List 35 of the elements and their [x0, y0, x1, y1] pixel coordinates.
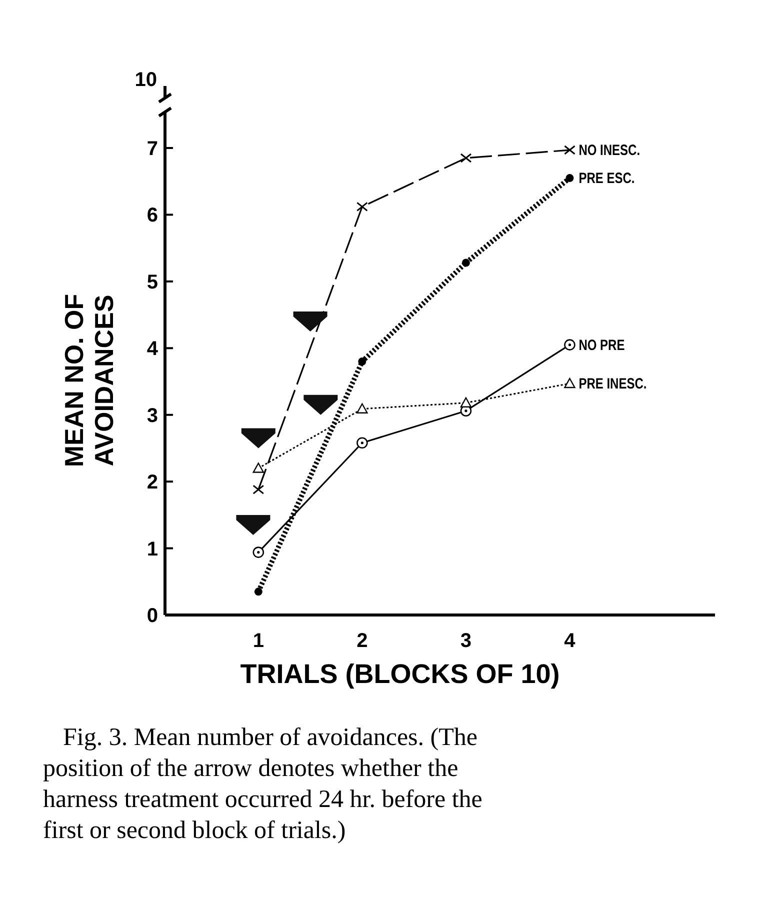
- point: [252, 462, 264, 473]
- point: [462, 258, 470, 267]
- y-axis-title: MEAN NO. OF AVOIDANCES: [59, 294, 119, 468]
- point: [460, 397, 472, 408]
- x-axis-title: TRIALS (BLOCKS OF 10): [240, 659, 560, 689]
- x-tick-label: 2: [356, 630, 368, 652]
- x-tick-label: 4: [564, 630, 576, 652]
- y-tick-label: 0: [146, 605, 158, 627]
- x-tick-label: 3: [460, 630, 472, 652]
- point: [564, 378, 576, 388]
- y-tick-label: 7: [146, 138, 158, 160]
- point: [564, 339, 576, 350]
- series-label: PRE INESC.: [578, 375, 647, 392]
- x-tick-label: 1: [252, 630, 264, 652]
- series-label: NO PRE: [578, 336, 625, 354]
- y-tick-label: 3: [146, 404, 158, 427]
- point: [356, 437, 368, 449]
- point: [564, 145, 576, 155]
- text: 10: [134, 69, 157, 91]
- point: [358, 357, 366, 366]
- point: [356, 403, 368, 414]
- series-label: PRE ESC.: [578, 170, 635, 186]
- y-tick-label: 4: [146, 338, 159, 360]
- y-tick-label: 2: [146, 472, 158, 494]
- point: [252, 484, 264, 494]
- y-tick-label: 5: [146, 271, 158, 294]
- point: [460, 153, 472, 163]
- point: [566, 174, 574, 182]
- point: [356, 202, 368, 212]
- y-tick-label: 1: [146, 538, 158, 560]
- caption: Fig. 3. Mean number of avoidances. (The position of the arrow denotes whether the harness treatment occurred 24 hr. before the first or second block of trials.): [43, 724, 482, 844]
- y-tick-label: 6: [146, 204, 158, 227]
- series-label: NO INESC.: [578, 142, 640, 158]
- point: [252, 546, 264, 558]
- point: [254, 588, 262, 596]
